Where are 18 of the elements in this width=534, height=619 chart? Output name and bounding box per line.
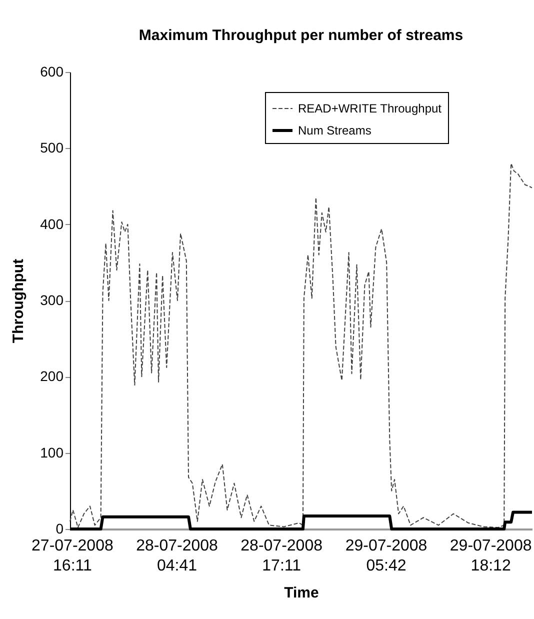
x-tick-label: 28-07-2008 04:41 — [136, 538, 218, 574]
legend-label: Num Streams — [298, 124, 372, 138]
x-tick-label: 29-07-2008 05:42 — [345, 538, 428, 574]
x-tick-label: 29-07-2008 18:12 — [450, 538, 532, 574]
x-tick-label: 28-07-2008 17:11 — [240, 538, 323, 574]
y-tick-label: 100 — [40, 444, 64, 460]
legend-label: READ+WRITE Throughput — [298, 102, 442, 116]
y-tick-label: 600 — [40, 64, 64, 80]
chart-title: Maximum Throughput per number of streams — [138, 27, 464, 44]
x-axis-title: Time — [284, 584, 319, 602]
line-series — [70, 162, 532, 528]
y-tick-label: 500 — [40, 140, 64, 156]
y-tick-label: 400 — [40, 216, 64, 232]
y-axis-title: Throughput — [10, 258, 28, 344]
y-tick-label: 200 — [40, 368, 64, 384]
x-tick-label: 27-07-2008 16:11 — [32, 538, 114, 574]
y-tick-label: 0 — [56, 520, 64, 536]
y-tick-label: 300 — [40, 292, 64, 308]
